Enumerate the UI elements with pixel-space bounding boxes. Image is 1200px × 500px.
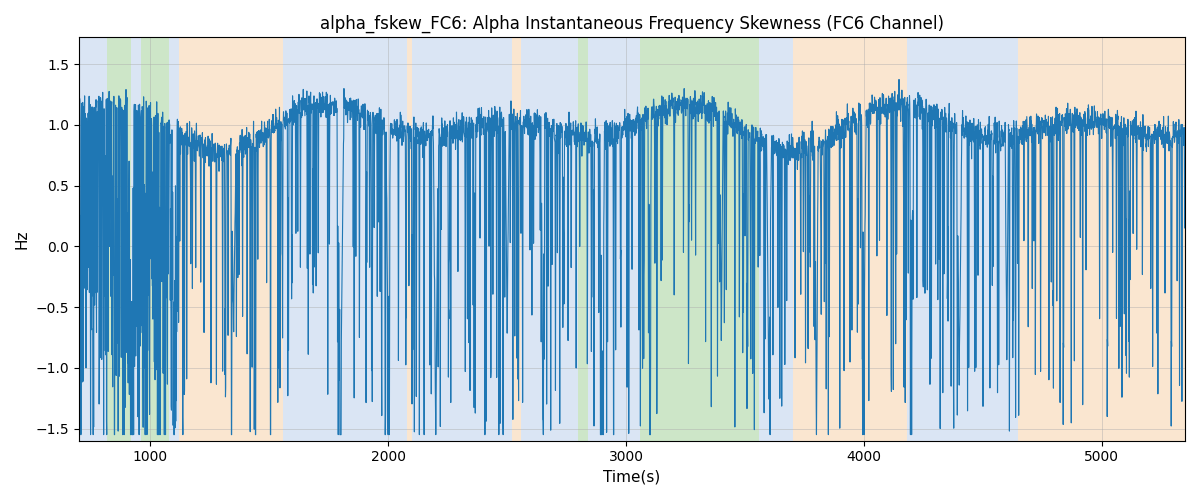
Bar	[283, 38, 407, 440]
Bar	[179, 38, 283, 440]
Y-axis label: Hz: Hz	[14, 230, 30, 249]
Bar	[917, 38, 1019, 440]
Bar	[907, 38, 917, 440]
Bar	[412, 38, 512, 440]
Bar	[521, 38, 578, 440]
Bar	[641, 38, 649, 440]
Bar	[649, 38, 760, 440]
Bar	[407, 38, 412, 440]
Bar	[760, 38, 792, 440]
Bar	[79, 38, 108, 440]
Bar	[512, 38, 521, 440]
X-axis label: Time(s): Time(s)	[604, 470, 660, 485]
Bar	[131, 38, 140, 440]
Title: alpha_fskew_FC6: Alpha Instantaneous Frequency Skewness (FC6 Channel): alpha_fskew_FC6: Alpha Instantaneous Fre…	[320, 15, 944, 34]
Bar	[140, 38, 169, 440]
Bar	[578, 38, 588, 440]
Bar	[588, 38, 641, 440]
Bar	[1019, 38, 1186, 440]
Bar	[792, 38, 907, 440]
Bar	[169, 38, 179, 440]
Bar	[108, 38, 131, 440]
